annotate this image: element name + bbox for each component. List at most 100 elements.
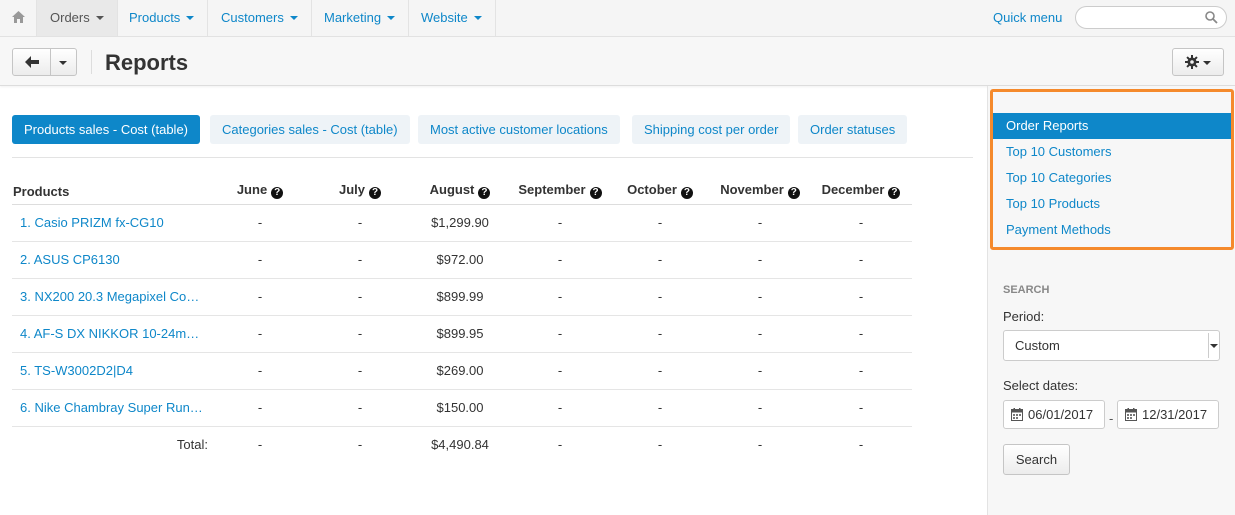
product-link[interactable]: 6. Nike Chambray Super Run…: [12, 389, 210, 427]
search-icon[interactable]: [1205, 11, 1218, 24]
tab-categories-sales[interactable]: Categories sales - Cost (table): [210, 115, 410, 144]
page-title: Reports: [105, 50, 189, 75]
table-cell: -: [210, 241, 310, 279]
sidebar-item-order-reports[interactable]: Order Reports: [993, 113, 1231, 139]
nav-customers[interactable]: Customers: [208, 0, 312, 36]
chevron-down-icon: [1210, 344, 1218, 348]
total-cell: -: [357, 436, 363, 452]
period-select[interactable]: Custom: [1003, 330, 1220, 361]
tab-order-statuses[interactable]: Order statuses: [798, 115, 908, 144]
nav-orders[interactable]: Orders: [37, 0, 118, 36]
nav-marketing[interactable]: Marketing: [311, 0, 410, 36]
table-cell: -: [510, 241, 610, 279]
column-header-label: August: [429, 181, 475, 197]
sidebar-item-top-products[interactable]: Top 10 Products: [1006, 196, 1100, 211]
column-header-label: October: [627, 181, 677, 197]
tab-products-sales[interactable]: Products sales - Cost (table): [12, 115, 201, 144]
product-link[interactable]: 1. Casio PRIZM fx-CG10: [12, 204, 210, 242]
table-header-row: Products June? July? August? September? …: [12, 177, 912, 205]
period-label: Period:: [1003, 309, 1045, 324]
table-cell: $269.00: [410, 352, 510, 390]
table-cell: -: [810, 204, 912, 242]
column-header-products: Products: [12, 177, 210, 205]
nav-website-label: Website: [421, 10, 468, 25]
nav-products[interactable]: Products: [116, 0, 209, 36]
calendar-icon: [1011, 408, 1023, 421]
help-icon[interactable]: ?: [888, 186, 901, 199]
report-table: Products June? July? August? September? …: [12, 177, 912, 462]
total-cell: $4,490.84: [431, 436, 489, 452]
table-cell: -: [510, 352, 610, 390]
tab-customer-locations[interactable]: Most active customer locations: [418, 115, 620, 144]
product-link[interactable]: 2. ASUS CP6130: [12, 241, 210, 279]
table-row: 2. ASUS CP6130 - - $972.00 - - - -: [12, 241, 912, 279]
table-cell: -: [510, 278, 610, 316]
chevron-down-icon: [59, 61, 67, 65]
column-header-label: November: [720, 181, 784, 197]
table-cell: $150.00: [410, 389, 510, 427]
table-cell: -: [710, 204, 810, 242]
select-arrow: [1208, 333, 1218, 358]
column-header-label: Products: [13, 183, 70, 199]
sidebar-item-top-customers[interactable]: Top 10 Customers: [1006, 144, 1112, 159]
tab-shipping-cost[interactable]: Shipping cost per order: [632, 115, 791, 144]
column-header-december: December?: [810, 177, 912, 205]
chevron-down-icon: [289, 15, 298, 20]
sidebar-item-top-categories[interactable]: Top 10 Categories: [1006, 170, 1112, 185]
help-icon[interactable]: ?: [271, 186, 284, 199]
search-button[interactable]: Search: [1003, 444, 1070, 475]
top-navigation: Orders Products Customers Marketing Webs…: [0, 0, 1235, 37]
table-cell: -: [310, 315, 410, 353]
table-cell: -: [210, 389, 310, 427]
home-icon[interactable]: [0, 0, 37, 36]
column-header-label: June: [236, 181, 268, 197]
chevron-down-icon: [186, 15, 195, 20]
table-row: 3. NX200 20.3 Megapixel Co… - - $899.99 …: [12, 278, 912, 316]
total-cell: -: [858, 436, 864, 452]
search-input[interactable]: [1086, 7, 1206, 28]
table-cell: -: [610, 204, 710, 242]
table-cell: -: [810, 315, 912, 353]
table-row: 6. Nike Chambray Super Run… - - $150.00 …: [12, 389, 912, 427]
help-icon[interactable]: ?: [787, 186, 800, 199]
back-dropdown-toggle[interactable]: [51, 49, 76, 75]
table-cell: $1,299.90: [410, 204, 510, 242]
table-cell: -: [610, 241, 710, 279]
date-from-field[interactable]: 06/01/2017: [1003, 400, 1105, 429]
table-cell: -: [610, 389, 710, 427]
table-cell: $899.99: [410, 278, 510, 316]
search-box[interactable]: [1075, 6, 1227, 29]
table-cell: -: [710, 352, 810, 390]
table-cell: -: [810, 278, 912, 316]
product-link[interactable]: 5. TS-W3002D2|D4: [12, 352, 210, 390]
settings-button[interactable]: [1172, 48, 1224, 76]
help-icon[interactable]: ?: [369, 186, 381, 199]
table-cell: -: [810, 389, 912, 427]
product-link[interactable]: 3. NX200 20.3 Megapixel Co…: [12, 278, 210, 316]
table-cell: -: [210, 352, 310, 390]
table-cell: -: [710, 315, 810, 353]
chevron-down-icon: [1203, 61, 1211, 65]
tabs-divider: [12, 157, 973, 158]
nav-customers-label: Customers: [221, 10, 284, 25]
table-cell: -: [310, 389, 410, 427]
header-divider: [91, 50, 92, 74]
date-to-field[interactable]: 12/31/2017: [1117, 400, 1219, 429]
nav-website[interactable]: Website: [408, 0, 496, 36]
table-cell: -: [610, 278, 710, 316]
help-icon[interactable]: ?: [478, 186, 491, 199]
gear-icon: [1185, 55, 1199, 69]
total-cell: -: [557, 436, 563, 452]
help-icon[interactable]: ?: [589, 186, 602, 199]
quick-menu-link[interactable]: Quick menu: [993, 10, 1063, 25]
date-from-value: 06/01/2017: [1028, 407, 1094, 422]
sidebar-item-payment-methods[interactable]: Payment Methods: [1006, 222, 1111, 237]
table-cell: -: [310, 352, 410, 390]
chevron-down-icon: [95, 15, 104, 20]
table-cell: -: [610, 352, 710, 390]
date-separator: -: [1109, 411, 1114, 426]
table-cell: -: [310, 278, 410, 316]
help-icon[interactable]: ?: [680, 186, 693, 199]
back-button[interactable]: [13, 49, 51, 75]
product-link[interactable]: 4. AF-S DX NIKKOR 10-24m…: [12, 315, 210, 353]
